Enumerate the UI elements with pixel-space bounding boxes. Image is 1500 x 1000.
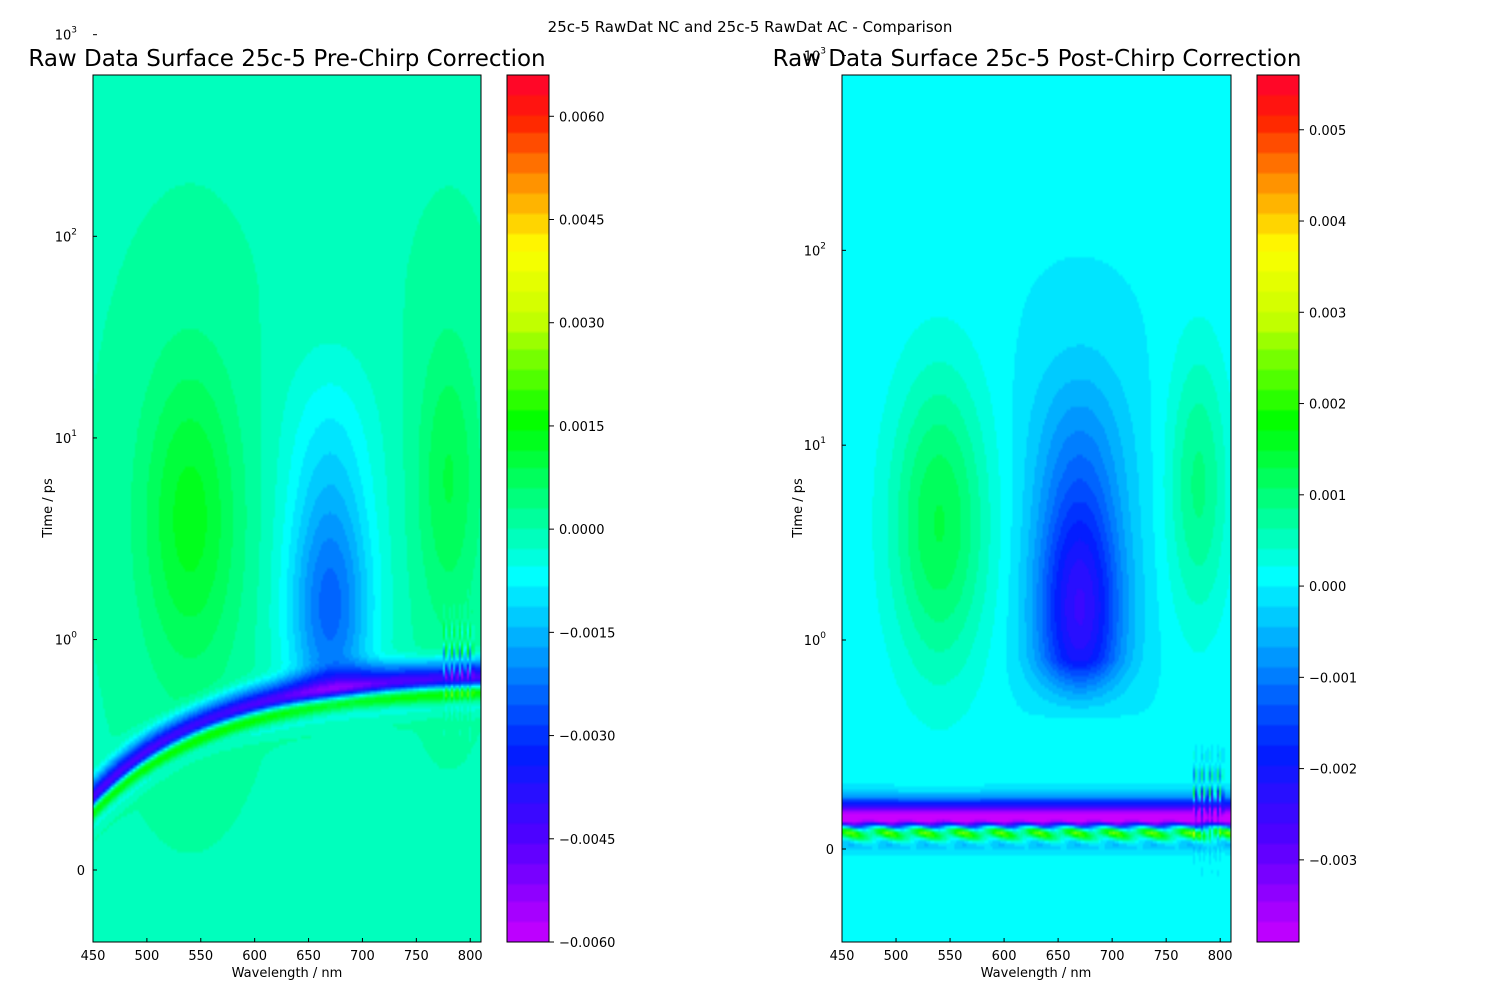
right-colorbar-frame	[1256, 74, 1300, 943]
x-tick-label: 450	[830, 949, 855, 964]
colorbar-tick-label: −0.002	[1309, 763, 1357, 778]
y-tick-base: 10	[804, 634, 821, 649]
x-tick-label: 500	[134, 949, 159, 964]
colorbar-tick-label: −0.0015	[559, 626, 615, 641]
y-tick-label: 101	[804, 436, 826, 454]
right-panel: Raw Data Surface 25c-5 Post-Chirp Correc…	[773, 46, 1358, 981]
colorbar-tick-label: −0.001	[1309, 671, 1357, 686]
y-tick-exponent: 1	[820, 436, 826, 446]
y-tick-label: 103	[804, 47, 826, 65]
y-tick-base: 10	[804, 244, 821, 259]
left-heatmap	[93, 75, 481, 942]
left-xlabel: Wavelength / nm	[232, 966, 343, 981]
right-heatmap	[842, 75, 1231, 942]
x-tick-label: 800	[1208, 949, 1233, 964]
colorbar-tick-label: 0.002	[1309, 398, 1346, 413]
colorbar-tick-label: 0.0015	[559, 420, 605, 435]
y-tick-label: 102	[55, 227, 77, 245]
x-tick-label: 600	[992, 949, 1017, 964]
y-tick-base: 10	[55, 230, 72, 245]
x-tick-label: 800	[458, 949, 483, 964]
y-tick-label: 0	[77, 864, 85, 879]
right-colorbar-ticks: −0.003 −0.002 −0.001 0.000 0.001 0.002 0.003 0.…	[1299, 124, 1357, 869]
colorbar-tick-label: −0.0060	[559, 936, 615, 951]
x-tick-label: 450	[81, 949, 106, 964]
left-ylabel: Time / ps	[41, 478, 56, 539]
colorbar-tick-label: 0.0030	[559, 317, 605, 332]
y-tick-exponent: 0	[820, 631, 826, 641]
right-xlabel: Wavelength / nm	[981, 966, 1092, 981]
colorbar-tick-label: −0.0045	[559, 833, 615, 848]
x-tick-label: 550	[938, 949, 963, 964]
y-tick-label: 0	[826, 843, 834, 858]
y-tick-exponent: 2	[820, 241, 826, 251]
y-tick-label: 103	[55, 26, 77, 44]
y-tick-label: 100	[55, 631, 78, 649]
x-tick-label: 650	[1046, 949, 1071, 964]
x-tick-label: 550	[188, 949, 213, 964]
x-tick-label: 600	[242, 949, 267, 964]
colorbar-tick-label: 0.003	[1309, 306, 1346, 321]
colorbar-tick-label: 0.000	[1309, 580, 1346, 595]
x-tick-label: 500	[884, 949, 909, 964]
y-tick-exponent: 3	[820, 47, 826, 57]
colorbar-tick-label: 0.004	[1309, 215, 1346, 230]
colorbar-tick-label: 0.0045	[559, 214, 605, 229]
colorbar-tick-label: −0.003	[1309, 854, 1357, 869]
y-tick-exponent: 2	[71, 227, 77, 237]
left-colorbar-frame	[506, 74, 550, 943]
colorbar-tick-label: 0.0060	[559, 110, 605, 125]
left-colorbar	[507, 75, 549, 942]
y-tick-base: 10	[804, 439, 821, 454]
y-tick-base: 10	[804, 50, 821, 65]
colorbar-tick-label: 0.0000	[559, 523, 605, 538]
y-tick-label: 102	[804, 241, 826, 259]
x-tick-label: 700	[350, 949, 375, 964]
x-tick-label: 750	[404, 949, 429, 964]
right-plot-frame	[841, 74, 1232, 943]
figure-title: 25c-5 RawDat NC and 25c-5 RawDat AC - Co…	[548, 18, 953, 36]
y-tick-label: 101	[55, 429, 77, 447]
right-colorbar	[1257, 75, 1299, 942]
left-title: Raw Data Surface 25c-5 Pre-Chirp Correct…	[28, 46, 545, 72]
colorbar-tick-label: 0.001	[1309, 489, 1346, 504]
y-tick-exponent: 1	[71, 429, 77, 439]
y-tick-exponent: 0	[71, 631, 77, 641]
y-tick-base: 10	[55, 634, 72, 649]
x-tick-label: 650	[296, 949, 321, 964]
left-panel: Raw Data Surface 25c-5 Pre-Chirp Correct…	[28, 26, 615, 981]
right-title: Raw Data Surface 25c-5 Post-Chirp Correc…	[773, 46, 1302, 72]
left-plot-frame	[92, 74, 482, 943]
colorbar-tick-label: −0.0030	[559, 730, 615, 745]
y-tick-base: 10	[55, 432, 72, 447]
x-tick-label: 750	[1154, 949, 1179, 964]
colorbar-tick-label: 0.005	[1309, 124, 1346, 139]
left-colorbar-ticks: −0.0060 −0.0045 −0.0030 −0.0015 0.0000 0.0015…	[549, 110, 615, 951]
right-ylabel: Time / ps	[791, 478, 806, 539]
y-tick-base: 10	[55, 29, 72, 44]
y-tick-label: 100	[804, 631, 827, 649]
x-tick-label: 700	[1100, 949, 1125, 964]
y-tick-exponent: 3	[71, 26, 77, 36]
